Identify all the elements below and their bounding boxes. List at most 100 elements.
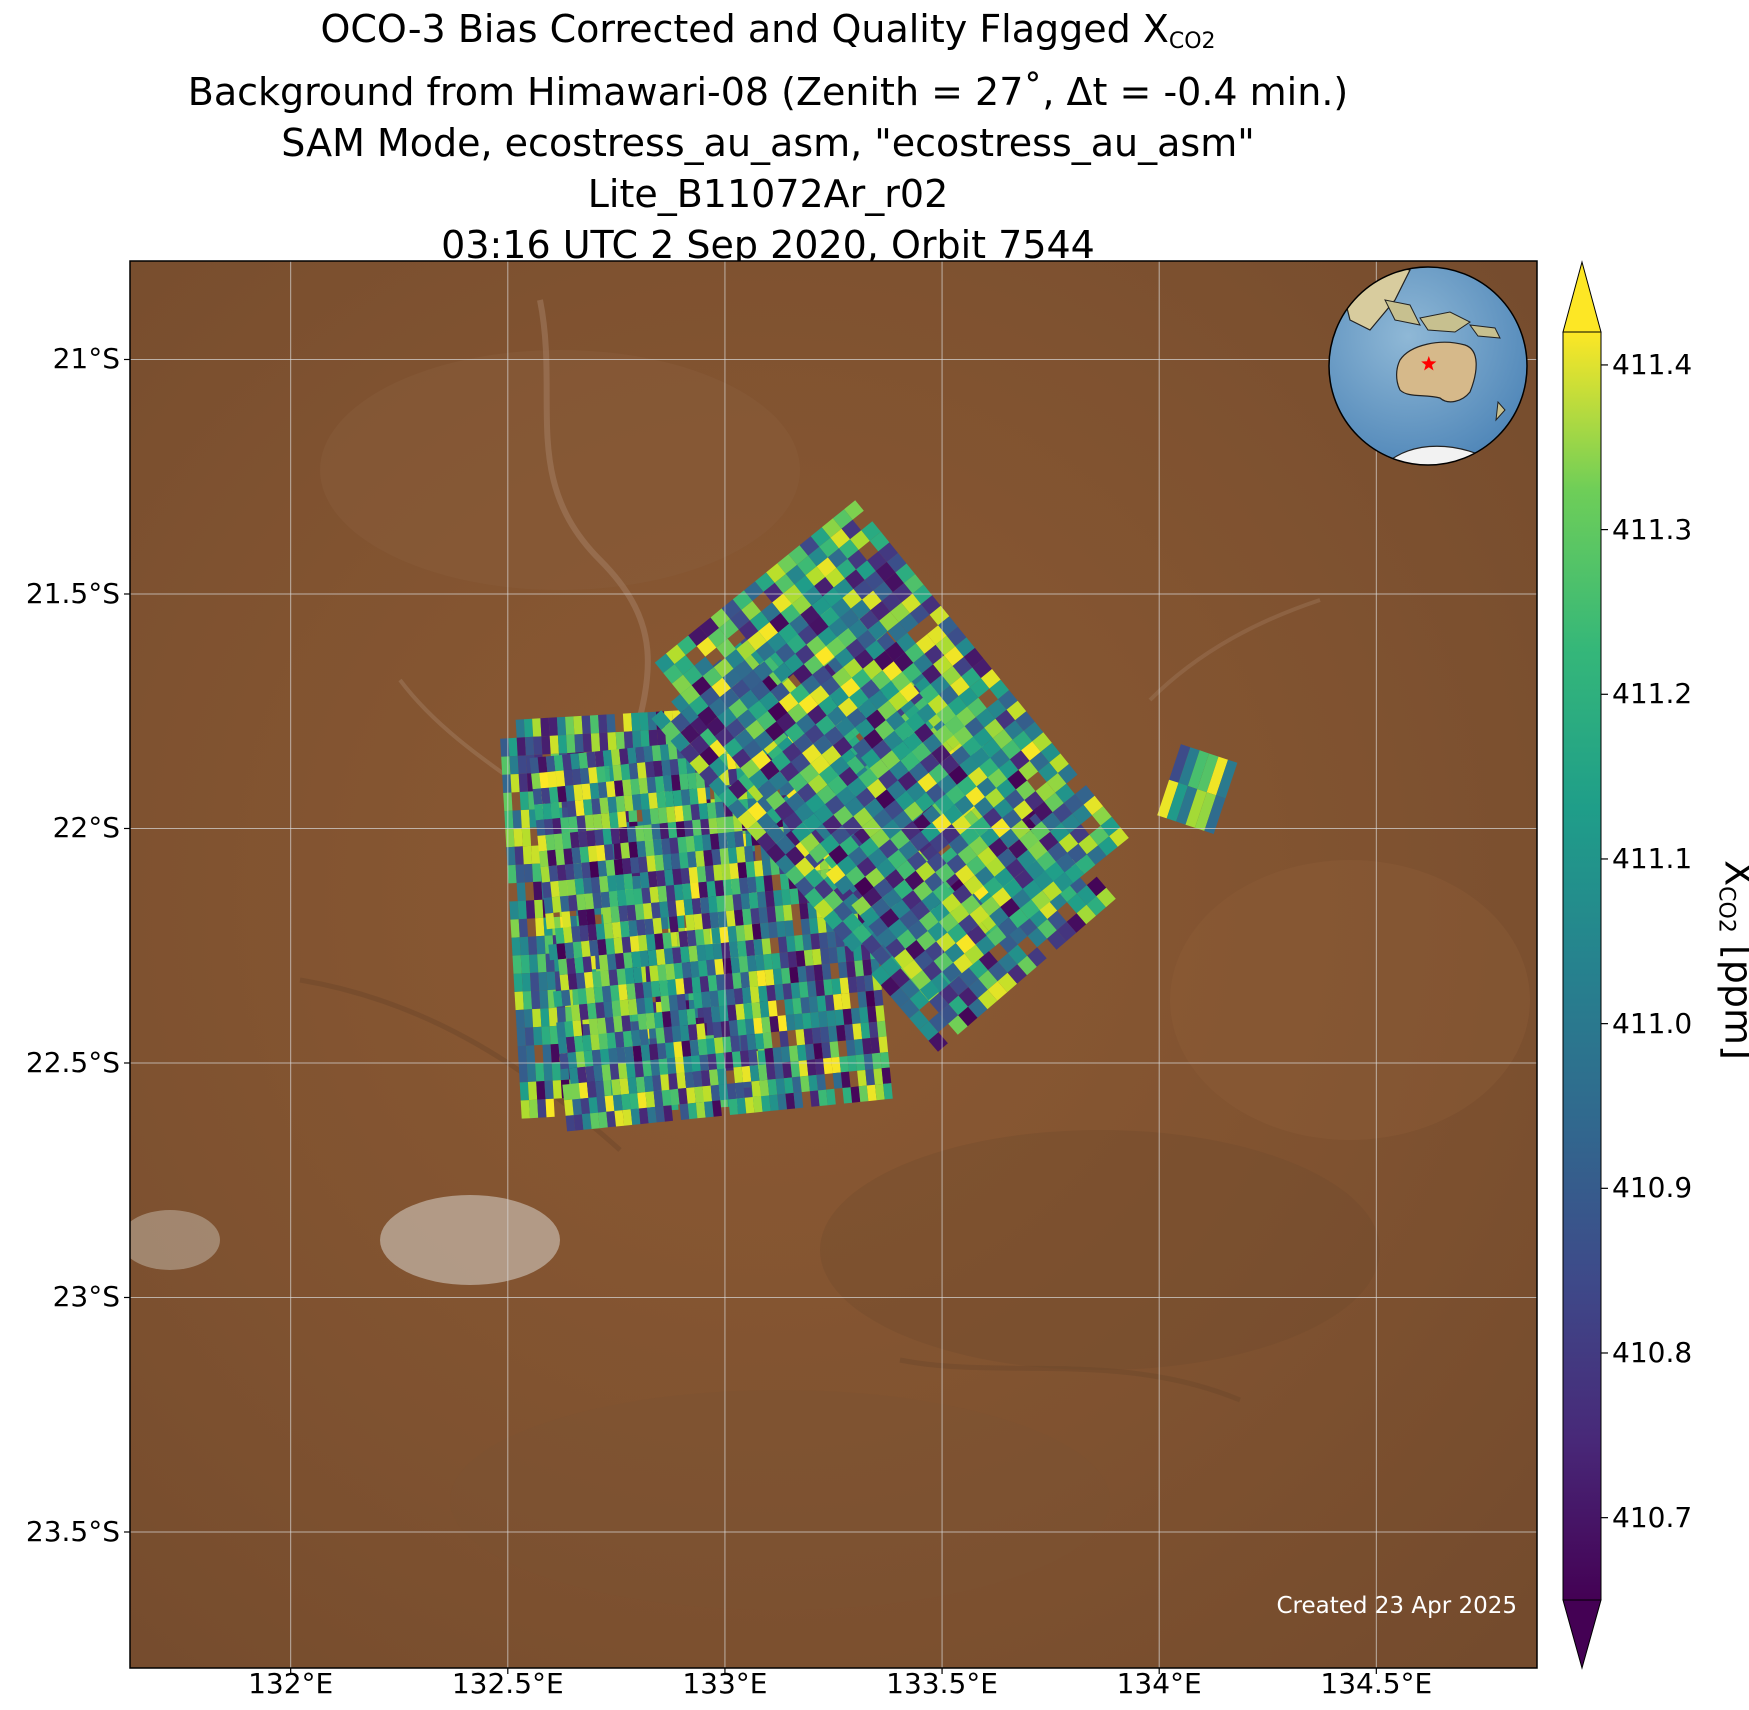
- sounding-cell: [857, 699, 878, 719]
- sounding-cell: [526, 1063, 537, 1082]
- sounding-cell: [751, 923, 762, 940]
- sounding-cell: [873, 1068, 884, 1085]
- sounding-cell: [550, 880, 560, 898]
- sounding-cell: [821, 745, 842, 766]
- sounding-cell: [967, 697, 987, 718]
- sounding-cell: [810, 933, 821, 950]
- globe-outline: [1328, 266, 1528, 466]
- sounding-cell: [779, 952, 790, 969]
- sounding-cell: [871, 670, 891, 690]
- sounding-cell: [694, 656, 714, 677]
- sounding-cell: [701, 991, 711, 1008]
- sounding-cell: [584, 971, 594, 989]
- sounding-cell: [680, 789, 691, 806]
- sounding-cell: [733, 1066, 744, 1084]
- sounding-cell: [637, 934, 648, 952]
- sounding-cell: [704, 865, 715, 882]
- sounding-cell: [645, 1012, 656, 1030]
- sounding-cell: [764, 1047, 775, 1065]
- sounding-cell: [506, 846, 516, 866]
- sounding-cell: [655, 1027, 666, 1044]
- sounding-cell: [1011, 888, 1032, 909]
- sounding-cell: [733, 988, 744, 1005]
- sounding-cell: [808, 917, 819, 935]
- sounding-cell: [831, 978, 842, 995]
- sounding-cell: [667, 822, 678, 839]
- sounding-cell: [690, 735, 710, 755]
- sounding-cell: [965, 786, 985, 806]
- sounding-cell: [1047, 910, 1067, 931]
- sounding-cell: [698, 803, 709, 820]
- sounding-cell: [710, 1084, 721, 1102]
- sounding-cell: [769, 1016, 780, 1033]
- sounding-cell: [826, 1010, 837, 1027]
- sounding-cell: [578, 1082, 589, 1099]
- sounding-cell: [890, 987, 910, 1008]
- sounding-cell: [716, 817, 727, 834]
- sounding-cell: [1055, 783, 1075, 804]
- sounding-cell: [1194, 792, 1217, 831]
- sounding-cell: [1001, 739, 1021, 760]
- sounding-cell: [628, 841, 639, 858]
- sounding-cell: [685, 914, 695, 931]
- sounding-cell: [795, 857, 815, 877]
- sounding-cell: [674, 805, 684, 822]
- sounding-cell: [563, 769, 574, 786]
- sounding-cell: [563, 848, 574, 865]
- sounding-cell: [630, 778, 641, 795]
- sounding-cell: [694, 1086, 704, 1103]
- sounding-cell: [670, 712, 691, 733]
- sounding-cell: [820, 607, 840, 627]
- sounding-cell: [696, 637, 717, 657]
- sounding-cell: [884, 799, 904, 820]
- sounding-cell: [839, 977, 850, 994]
- sounding-cell: [522, 845, 533, 865]
- sounding-cell: [944, 646, 964, 666]
- sounding-cell: [879, 908, 900, 928]
- sounding-cell: [579, 846, 590, 863]
- sounding-cell: [759, 691, 779, 711]
- sounding-cell: [1066, 913, 1087, 933]
- sounding-cell: [631, 951, 641, 968]
- sounding-cell: [537, 835, 548, 852]
- lon-tick-label: 134.5°E: [1320, 1667, 1433, 1700]
- sounding-cell: [740, 759, 760, 779]
- sounding-cell: [619, 1078, 630, 1095]
- sounding-cell: [877, 700, 897, 721]
- sounding-cell: [781, 967, 791, 984]
- sounding-cell: [974, 866, 995, 886]
- sounding-cell: [740, 893, 751, 910]
- sounding-cell: [966, 925, 987, 945]
- sounding-cell: [894, 721, 915, 742]
- sounding-cell: [1067, 843, 1087, 864]
- sounding-cell: [955, 637, 975, 657]
- sounding-cell: [609, 812, 619, 829]
- sounding-cell: [593, 986, 604, 1003]
- sounding-cell: [840, 1071, 851, 1088]
- sounding-cell: [502, 774, 512, 793]
- sounding-cell: [707, 628, 728, 648]
- sounding-cell: [995, 709, 1016, 730]
- sounding-cell: [747, 821, 767, 841]
- sounding-cell: [595, 1002, 605, 1019]
- sounding-cell: [523, 718, 534, 738]
- sounding-cell: [604, 844, 614, 861]
- sounding-cell: [590, 1112, 600, 1129]
- sounding-cell: [1056, 852, 1076, 873]
- sounding-cell: [915, 634, 936, 654]
- sounding-cell: [671, 693, 691, 713]
- sounding-cell: [844, 1024, 854, 1041]
- sounding-cell: [553, 990, 563, 1007]
- sounding-cell: [634, 982, 645, 999]
- sounding-cell: [870, 1037, 880, 1054]
- sounding-cell: [589, 782, 600, 800]
- sounding-cell: [550, 802, 561, 819]
- sounding-cell: [942, 962, 962, 983]
- sounding-cell: [873, 989, 884, 1007]
- sounding-cell: [1002, 878, 1023, 898]
- sounding-cell: [751, 1002, 762, 1019]
- sounding-cell: [968, 959, 988, 979]
- sounding-cell: [873, 878, 894, 898]
- sounding-cell: [933, 952, 954, 972]
- sounding-cell: [639, 712, 649, 731]
